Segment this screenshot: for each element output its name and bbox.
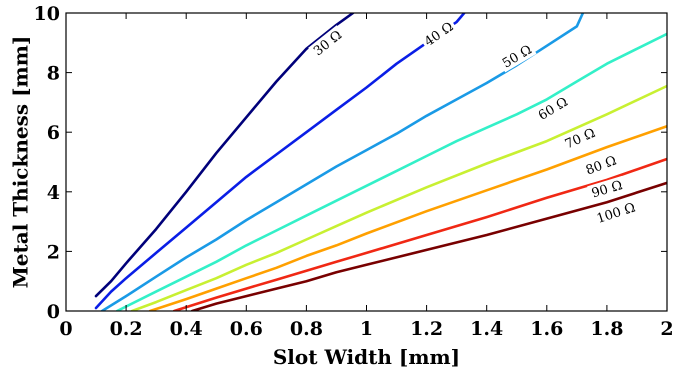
y-tick-label: 10: [34, 3, 60, 25]
y-axis-title: Metal Thickness [mm]: [9, 36, 33, 289]
x-tick-label: 0.6: [230, 318, 263, 340]
x-tick-label: 1.6: [530, 318, 563, 340]
contour-label-3: 50 Ω: [497, 40, 537, 73]
contour-label-8: 100 Ω: [592, 198, 640, 228]
x-tick-label: 1: [360, 318, 373, 340]
y-tick-label: 2: [47, 241, 60, 263]
x-axis-title: Slot Width [mm]: [273, 345, 460, 369]
contour-label-text: 70 Ω: [563, 126, 598, 152]
y-tick-label: 8: [47, 63, 60, 85]
x-tick-label: 0.2: [110, 318, 143, 340]
contour-label-text: 80 Ω: [584, 153, 619, 178]
x-tick-label: 0.4: [170, 318, 203, 340]
plot-frame: [65, 12, 668, 312]
series-line-1: [94, 13, 355, 298]
x-tick-label: 1.4: [470, 318, 503, 340]
series-layer: [94, 13, 667, 311]
contour-label-2: 40 Ω: [419, 16, 459, 51]
y-tick-label: 6: [47, 122, 60, 144]
x-tick-label: 0: [59, 318, 72, 340]
series-line-5: [130, 84, 667, 311]
x-tick-label: 1.2: [410, 318, 443, 340]
series-line-4: [115, 32, 667, 311]
series-line-8: [190, 181, 667, 311]
series-line-7: [172, 157, 667, 311]
x-tick-label: 2: [660, 318, 673, 340]
x-tick-label: 0.8: [290, 318, 323, 340]
x-tick-label: 1.8: [590, 318, 623, 340]
contour-label-5: 70 Ω: [560, 123, 600, 153]
y-tick-label: 4: [47, 182, 60, 204]
tick-layer: 0 0.2 0.4 0.6 0.8 1 1.2 1.4 1.6 1.8 2 0 2 4 6 8 10: [34, 3, 674, 340]
series-line-6: [148, 124, 667, 311]
series-line-2: [94, 13, 466, 310]
y-tick-label: 0: [47, 301, 60, 323]
